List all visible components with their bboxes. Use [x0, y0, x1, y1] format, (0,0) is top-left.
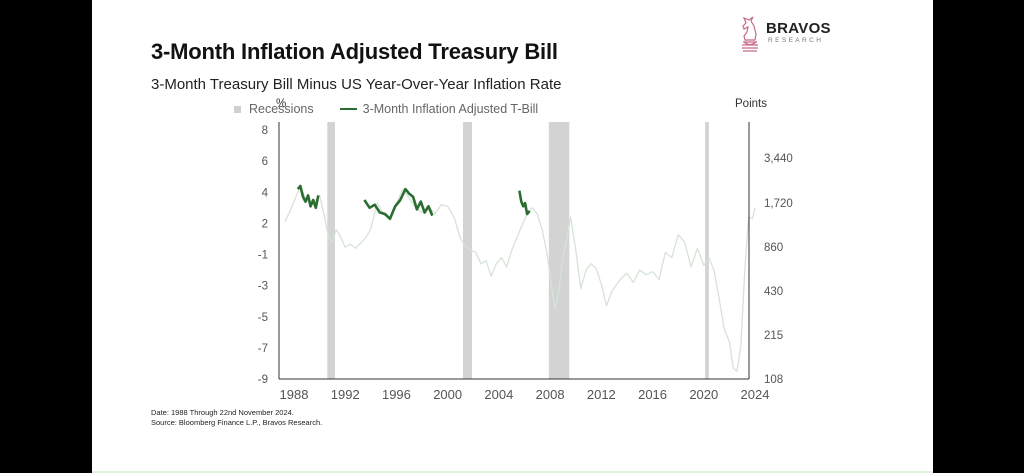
recession-bar — [548, 122, 570, 379]
y-tick-label: 6 — [262, 156, 268, 168]
x-tick-label: 2020 — [689, 387, 718, 402]
y2-tick-label: 860 — [764, 242, 783, 254]
legend-swatch-recessions — [234, 105, 241, 113]
y-tick-label: -9 — [258, 374, 268, 386]
bottom-strip — [92, 471, 933, 473]
y2-tick-label: 215 — [764, 330, 783, 342]
chart-subtitle: 3-Month Treasury Bill Minus US Year-Over… — [151, 76, 562, 93]
x-tick-label: 2024 — [741, 387, 770, 402]
y2-axis-label: Points — [735, 98, 767, 110]
footer: Date: 1988 Through 22nd November 2024. S… — [151, 408, 322, 428]
y-tick-label: 8 — [262, 125, 268, 137]
chart-title: 3-Month Inflation Adjusted Treasury Bill — [151, 39, 558, 64]
x-tick-label: 1988 — [280, 387, 309, 402]
x-tick-label: 2016 — [638, 387, 667, 402]
recession-bar — [705, 122, 709, 379]
x-tick-label: 1992 — [331, 387, 360, 402]
y2-tick-label: 3,440 — [764, 153, 793, 165]
y-tick-label: -1 — [258, 250, 268, 262]
knight-chess-piece-icon — [742, 16, 758, 52]
x-tick-label: 2012 — [587, 387, 616, 402]
y2-tick-label: 430 — [764, 286, 783, 298]
y-tick-label: 4 — [262, 187, 269, 199]
legend-label-recessions: Recessions — [249, 102, 314, 116]
y-axis-label: % — [276, 98, 287, 110]
footer-date: Date: 1988 Through 22nd November 2024. — [151, 408, 294, 417]
x-tick-label: 1996 — [382, 387, 411, 402]
y-tick-label: -3 — [258, 281, 268, 293]
logo: BRAVOS RESEARCH — [738, 14, 831, 52]
legend-swatch-tbill — [339, 108, 357, 110]
x-tick-label: 2008 — [536, 387, 565, 402]
legend-label-tbill: 3-Month Inflation Adjusted T-Bill — [362, 102, 539, 116]
x-tick-label: 2004 — [484, 387, 513, 402]
logo-sub: RESEARCH — [768, 37, 824, 44]
y2-tick-label: 1,720 — [764, 198, 793, 210]
legend: Recessions 3-Month Inflation Adjusted T-… — [234, 102, 538, 116]
x-tick-label: 2000 — [433, 387, 462, 402]
y-tick-label: 2 — [262, 218, 268, 230]
tbill-highlight-line — [363, 187, 434, 220]
y2-tick-label: 108 — [764, 374, 783, 386]
recession-bar — [463, 122, 472, 379]
slide — [92, 0, 933, 473]
y-tick-label: -5 — [258, 312, 268, 324]
y-tick-label: -7 — [258, 343, 268, 355]
background-series-line — [284, 185, 756, 372]
chart: 8 6 4 2 -1 -3 -5 -7 -9 3,440 1,720 860 430 215 108 1988… — [258, 122, 793, 402]
logo-name: BRAVOS — [766, 20, 831, 37]
tbill-highlight-line — [296, 184, 320, 210]
footer-source: Source: Bloomberg Finance L.P., Bravos R… — [151, 418, 323, 427]
tbill-highlight-line — [518, 190, 531, 216]
recession-bar — [327, 122, 335, 379]
